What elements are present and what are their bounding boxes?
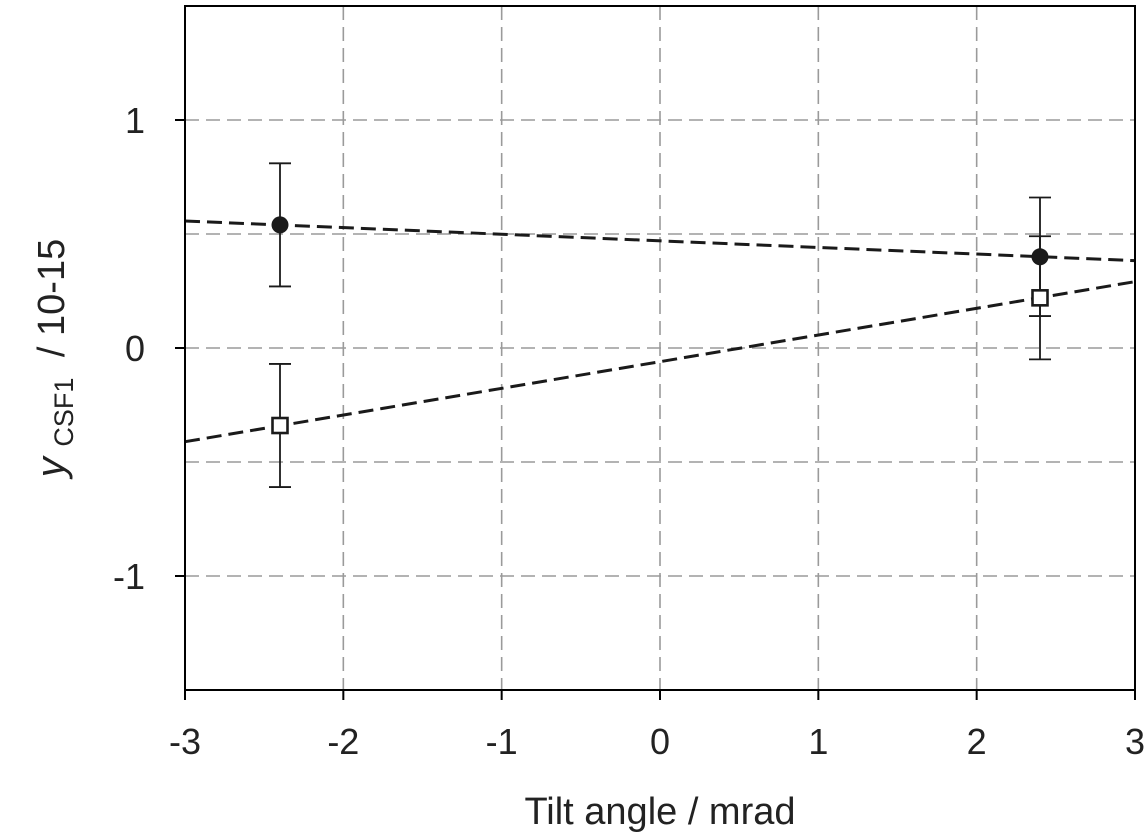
- y-axis-symbol: y: [29, 454, 73, 480]
- x-tick-label: 3: [1125, 721, 1145, 762]
- data-markers: [271, 216, 1049, 435]
- y-axis-subscript: CSF1: [49, 378, 79, 447]
- data-point: [1031, 248, 1049, 266]
- x-tick-label: 2: [967, 721, 987, 762]
- axis-ticks: [175, 119, 1136, 700]
- x-tick-label: -3: [169, 721, 201, 762]
- data-point: [271, 416, 289, 435]
- fit-lines: [184, 219, 1136, 444]
- y-tick-label: 0: [125, 328, 145, 369]
- x-tick-label: 0: [650, 721, 670, 762]
- x-tick-label: 1: [808, 721, 828, 762]
- y-axis-title: y CSF1 / 10-15: [29, 239, 82, 480]
- y-tick-label: -1: [113, 556, 145, 597]
- data-point: [1031, 289, 1049, 307]
- y-tick-label: 1: [125, 100, 145, 141]
- x-tick-label: -2: [327, 721, 359, 762]
- x-axis-title: Tilt angle / mrad: [524, 791, 795, 833]
- x-tick-label: -1: [486, 721, 518, 762]
- fit-line: [184, 219, 1136, 263]
- fit-line: [184, 280, 1136, 444]
- data-point: [271, 216, 289, 234]
- y-axis-unit: / 10-15: [31, 239, 73, 357]
- tick-labels: -3 -2 -1 0 1 2 3 -1 0 1: [113, 100, 1145, 762]
- grid-lines: [185, 6, 1135, 690]
